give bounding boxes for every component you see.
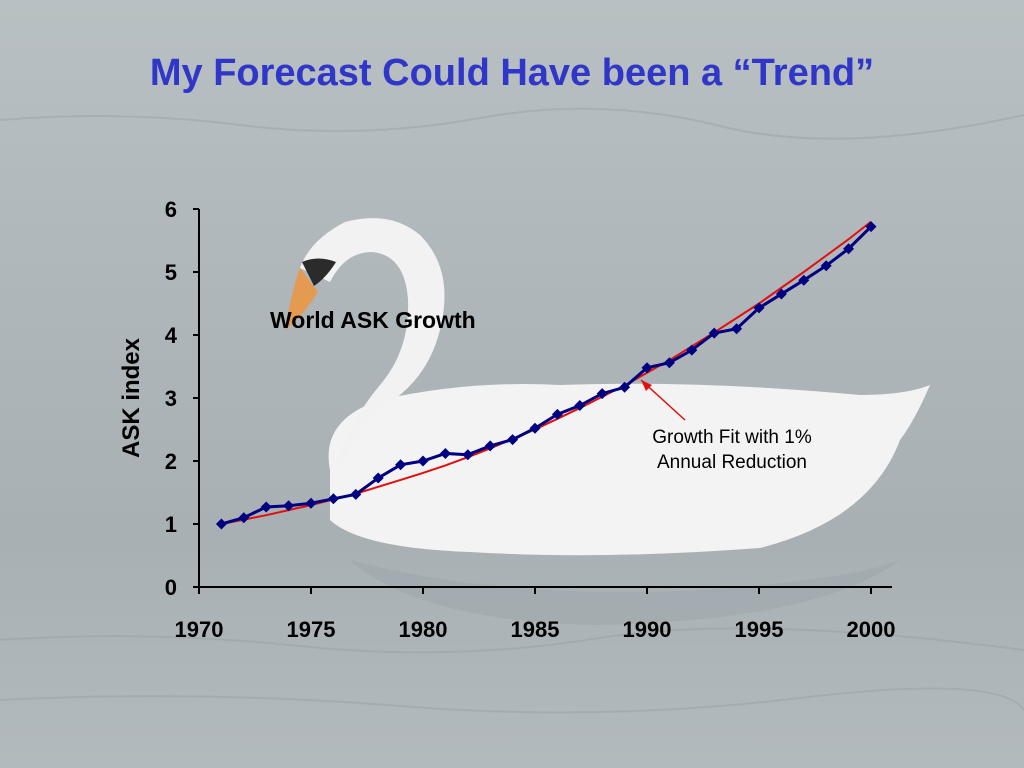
data-point-marker (484, 440, 496, 452)
y-tick-label: 6 (165, 197, 177, 222)
data-point-marker (574, 400, 586, 412)
data-point-marker (843, 243, 855, 255)
chart-title: World ASK Growth (270, 307, 476, 333)
data-point-marker (798, 274, 810, 286)
y-axis-title: ASK index (118, 337, 145, 458)
x-tick-label: 1975 (287, 617, 336, 642)
x-tick-label: 1985 (511, 617, 560, 642)
x-tick-label: 1990 (623, 617, 672, 642)
data-point-marker (753, 302, 765, 314)
x-tick-label: 1995 (735, 617, 784, 642)
data-point-marker (439, 447, 451, 459)
chart-axes: 0 1 2 3 4 5 6 1970 1975 1980 1985 1990 1995 2000 (165, 197, 896, 642)
slide-title: My Forecast Could Have been a “Trend” (149, 52, 875, 94)
data-point-marker (417, 455, 429, 467)
data-point-marker (238, 512, 250, 524)
y-tick-label: 0 (165, 575, 177, 600)
annotation-arrowhead (641, 380, 652, 391)
x-tick-label: 1980 (399, 617, 448, 642)
data-point-marker (283, 500, 295, 512)
data-point-marker (350, 488, 362, 500)
y-tick-label: 4 (165, 323, 178, 348)
y-tick-label: 3 (165, 386, 177, 411)
series-actual (215, 221, 877, 530)
data-point-marker (619, 381, 631, 393)
data-point-marker (663, 357, 675, 369)
data-point-marker (215, 518, 227, 530)
data-point-marker (327, 493, 339, 505)
data-point-marker (395, 459, 407, 471)
data-point-marker (529, 422, 541, 434)
data-point-marker (731, 323, 743, 335)
y-tick-label: 1 (165, 512, 177, 537)
y-tick-label: 2 (165, 449, 177, 474)
data-point-marker (372, 472, 384, 484)
annotation-line2: Annual Reduction (657, 452, 807, 473)
actual-line (220, 225, 873, 526)
series-fit (221, 220, 872, 525)
x-tick-label: 1970 (175, 617, 224, 642)
data-point-marker (305, 497, 317, 509)
data-point-marker (507, 434, 519, 446)
data-point-marker (641, 362, 653, 374)
data-point-marker (596, 388, 608, 400)
fit-line (221, 220, 872, 525)
data-point-marker (551, 408, 563, 420)
y-tick-label: 5 (165, 260, 177, 285)
data-point-marker (865, 221, 877, 233)
x-tick-label: 2000 (847, 617, 896, 642)
data-point-marker (775, 288, 787, 300)
data-point-marker (708, 327, 720, 339)
data-point-marker (686, 344, 698, 356)
data-point-marker (462, 449, 474, 461)
data-point-marker (260, 501, 272, 513)
annotation-line1: Growth Fit with 1% (652, 427, 812, 448)
data-point-marker (820, 260, 832, 272)
